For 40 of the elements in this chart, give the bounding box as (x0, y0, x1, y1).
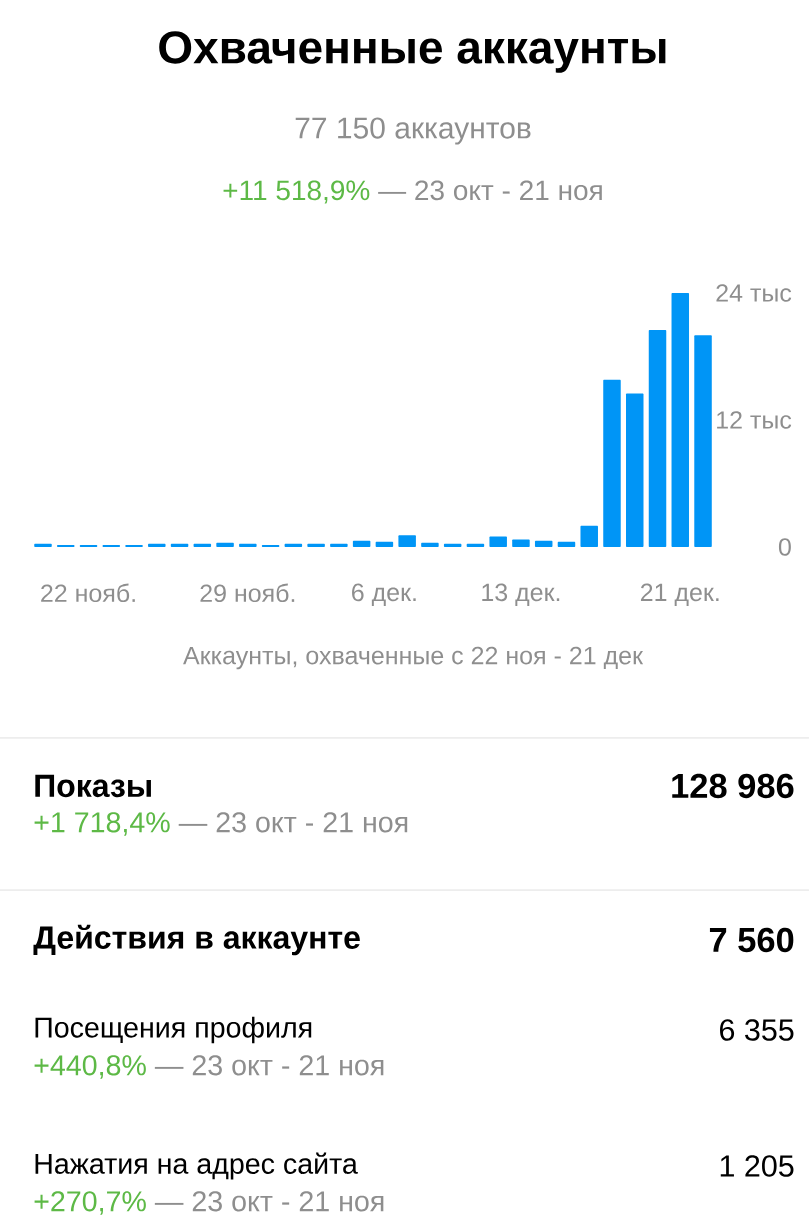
category-label: Показы (35, 774, 151, 798)
x-axis-title: Аккаунты, охваченные с 22 ноя - 21 дек (183, 646, 644, 670)
bar (489, 536, 507, 547)
bar (671, 293, 690, 547)
y-tick-label: 12 тыс (717, 411, 792, 429)
x-tick-label: 6 дек. (352, 583, 416, 606)
x-tick-label: 21 дек. (640, 583, 719, 606)
text: +270,7% (34, 1191, 146, 1215)
text: — 23 окт - 21 ноя (178, 812, 408, 833)
text: +11 518,9% (223, 180, 370, 204)
category-label: Действия в аккаунте (33, 924, 360, 956)
bar (694, 335, 712, 547)
text: — 23 окт - 21 ноя (154, 1055, 384, 1076)
text: 1 205 (720, 1155, 794, 1177)
bar (352, 540, 371, 547)
y-tick-label: 0 (778, 538, 791, 556)
text: +440,8% (34, 1055, 146, 1079)
x-tick-label: 22 нояб. (41, 583, 135, 603)
x-tick-label: 29 нояб. (200, 583, 295, 603)
text: 7 560 (709, 927, 794, 953)
bar (375, 541, 394, 547)
x-tick-label: 13 дек. (482, 583, 560, 606)
category-label: Посещения профиля (35, 1016, 312, 1044)
bar (603, 379, 621, 547)
chart-title: Охваченные аккаунты (159, 31, 666, 73)
bar (648, 330, 667, 547)
bar (398, 535, 416, 547)
category-label: Нажатия на адрес сайта (35, 1152, 358, 1180)
bar (580, 525, 598, 547)
text: 6 355 (720, 1019, 794, 1041)
text: +1 718,4% (34, 812, 170, 836)
y-tick-label: 24 тыс (716, 284, 792, 302)
text: — 23 окт - 21 ноя (378, 180, 602, 201)
chart-subtitle: 77 150 аккаунтов (295, 117, 531, 145)
bar (534, 540, 553, 547)
bar (512, 539, 530, 547)
bar (626, 393, 644, 547)
bar (557, 541, 576, 547)
text: — 23 окт - 21 ноя (154, 1191, 384, 1212)
text: 128 986 (672, 773, 794, 799)
